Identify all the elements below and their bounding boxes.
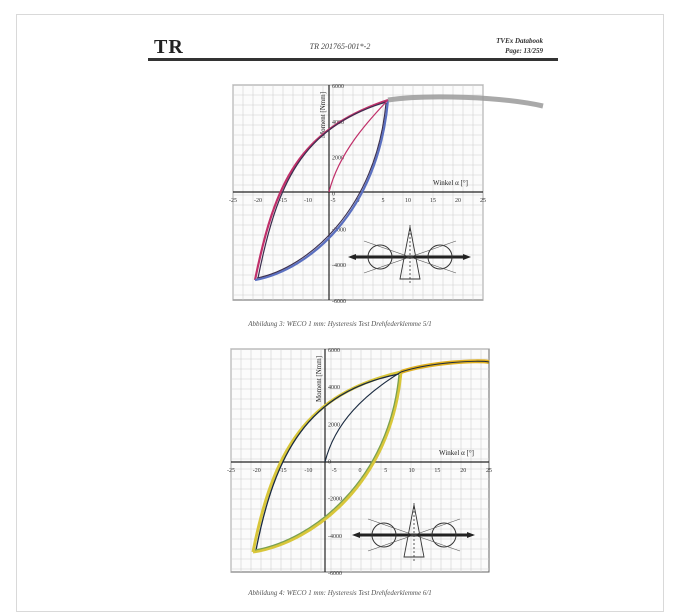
y-tick-label: -6000	[328, 571, 342, 577]
clamp-circle-right	[431, 522, 457, 548]
saturation-curve	[387, 94, 544, 109]
hysteresis-lower-branch-dark	[256, 102, 387, 279]
clamp-circle-right	[427, 244, 453, 270]
y-axis-label: Moment [Nmm]	[315, 356, 323, 402]
hysteresis-lower-branch-green	[254, 374, 400, 551]
arrow-left	[348, 254, 356, 260]
y-tick-label: 0	[328, 460, 331, 466]
page-header: TR TR 201765-001*-2 TVEx Databook Page: …	[17, 15, 663, 85]
clamp-diagonal	[363, 240, 457, 274]
x-tick-label: 25	[480, 198, 486, 204]
initial-loading-curve	[324, 371, 402, 463]
x-tick-label: 20	[455, 198, 461, 204]
x-tick-label: 0	[359, 468, 362, 474]
x-tick-label: -15	[279, 198, 287, 204]
y-tick-label: 2000	[328, 422, 340, 428]
y-tick-label: 4000	[328, 385, 340, 391]
hysteresis-upper-branch-dark	[255, 373, 400, 551]
y-tick-label: -2000	[332, 227, 346, 233]
arrow-right	[463, 254, 471, 260]
x-tick-label: -10	[304, 198, 312, 204]
arrow-right	[467, 532, 475, 538]
x-tick-label: -20	[254, 198, 262, 204]
figure-2-caption: Abbildung 4: WECO 1 mm: Hysteresis Test …	[248, 589, 432, 597]
figure-2: -25 -20 -15 -10 -5 0 5 10 15 20 25 6000 4000 2000 0 -20…	[17, 344, 663, 611]
x-tick-label: 5	[384, 468, 387, 474]
x-axis-label: Winkel α [°]	[439, 449, 474, 457]
figure-1-caption: Abbildung 3: WECO 1 mm: Hysteresis Test …	[248, 320, 432, 328]
clamp-circle-left	[371, 522, 397, 548]
x-tick-label: 20	[460, 468, 466, 474]
x-tick-label: 15	[430, 198, 436, 204]
x-tick-label: -15	[279, 468, 287, 474]
x-tick-label: -25	[229, 198, 237, 204]
x-axis-label: Winkel α [°]	[433, 179, 468, 187]
x-tick-label: -5	[331, 198, 336, 204]
y-tick-label: -6000	[332, 299, 346, 305]
hysteresis-plot-2: -25 -20 -15 -10 -5 0 5 10 15 20 256000400020000-20…	[227, 348, 492, 577]
x-tick-label: 5	[382, 198, 385, 204]
hysteresis-lower-branch	[254, 99, 390, 282]
saturation-curve-dark	[400, 360, 490, 373]
hysteresis-plot-1: -25 -20 -15 -10 -5 0 5 10 15 20 256000400020000-20…	[229, 84, 544, 305]
y-tick-label: -4000	[332, 263, 346, 269]
y-tick-label: -2000	[328, 497, 342, 503]
plot-frame	[230, 348, 490, 573]
x-tick-label: -20	[253, 468, 261, 474]
header-page-number: Page: 13/259	[505, 47, 543, 55]
x-tick-label: 25	[486, 468, 492, 474]
y-tick-label: 0	[332, 192, 335, 198]
y-tick-label: 2000	[332, 156, 344, 162]
header-right-title: TVEx Databook	[496, 37, 543, 45]
hysteresis-lower-branch	[252, 371, 403, 554]
hysteresis-upper-branch-dark	[257, 101, 387, 279]
document-page: TR TR 201765-001*-2 TVEx Databook Page: …	[16, 14, 664, 612]
x-tick-label: -10	[304, 468, 312, 474]
clamp-diagram	[352, 503, 475, 561]
y-tick-label: 6000	[328, 348, 340, 354]
x-tick-label: 10	[405, 198, 411, 204]
clamp-circle-left	[367, 244, 393, 270]
header-rule	[148, 58, 558, 61]
initial-loading-curve	[328, 99, 389, 193]
clamp-diagonal	[367, 518, 461, 552]
arrow-left	[352, 532, 360, 538]
y-tick-label: -4000	[328, 534, 342, 540]
clamp-diagram	[348, 225, 471, 283]
y-tick-label: 6000	[332, 84, 344, 90]
x-tick-label: -25	[227, 468, 235, 474]
x-tick-label: -5	[332, 468, 337, 474]
figure-1: -25 -20 -15 -10 -5 0 5 10 15 20 25 6000 4000 2000 0 -20…	[17, 81, 663, 341]
document-number: TR 201765-001*-2	[309, 42, 371, 51]
y-axis-label: Moment [Nmm]	[319, 92, 327, 138]
x-tick-label: 15	[434, 468, 440, 474]
tr-logo: TR	[154, 36, 184, 58]
x-tick-label: 10	[409, 468, 415, 474]
